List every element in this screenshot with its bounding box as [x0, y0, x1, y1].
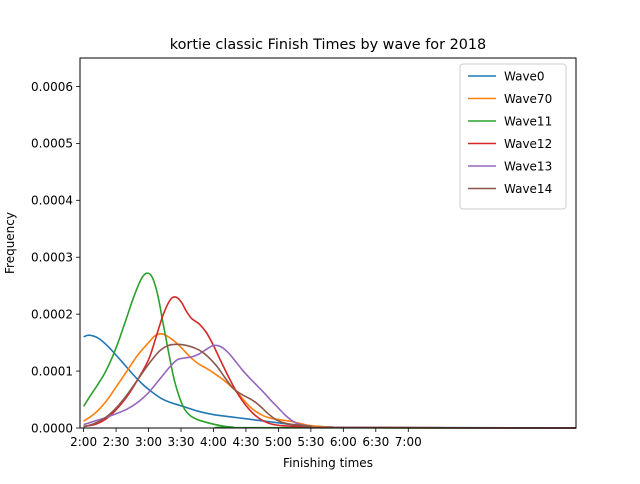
y-axis-ticks: 0.0000 0.0001 0.0002 0.0003 0.0004 0.0005 0.00… — [31, 80, 80, 435]
legend-label: Wave12 — [504, 137, 552, 151]
series-line-wave13 — [83, 344, 577, 429]
x-axis-label: Finishing times — [283, 456, 373, 470]
legend-label: Wave13 — [504, 159, 552, 173]
legend-box — [459, 63, 567, 210]
series-line-wave11 — [82, 272, 577, 429]
plot-frame — [79, 57, 577, 429]
y-tick-label: 0.0000 — [31, 421, 73, 435]
x-tick-label: 5:00 — [265, 435, 292, 449]
x-tick-label: 3:00 — [135, 435, 162, 449]
legend-label: Wave14 — [504, 182, 552, 196]
x-axis-ticks: 2:00 2:30 3:00 3:30 4:00 4:30 5:00 5:30 6:00 6:30… — [70, 428, 422, 449]
x-tick-label: 4:00 — [200, 435, 227, 449]
legend-label: Wave70 — [504, 92, 552, 106]
series-lines — [82, 272, 577, 429]
y-tick-label: 0.0005 — [31, 137, 73, 151]
x-tick-label: 6:00 — [330, 435, 357, 449]
legend-label: Wave11 — [504, 114, 552, 128]
legend-label: Wave0 — [504, 69, 545, 83]
y-axis-label: Frequency — [3, 212, 17, 274]
x-tick-label: 5:30 — [297, 435, 324, 449]
y-tick-label: 0.0001 — [31, 364, 73, 378]
legend: Wave0 Wave70 Wave11 Wave12 Wave13 Wave14 — [459, 63, 567, 210]
series-line-wave70 — [83, 333, 577, 429]
y-tick-label: 0.0002 — [31, 307, 73, 321]
y-tick-label: 0.0003 — [31, 251, 73, 265]
x-tick-label: 6:30 — [362, 435, 389, 449]
y-tick-label: 0.0006 — [31, 80, 73, 94]
chart-title: kortie classic Finish Times by wave for … — [170, 37, 486, 53]
x-tick-label: 2:30 — [103, 435, 130, 449]
x-tick-label: 7:00 — [395, 435, 422, 449]
x-tick-label: 3:30 — [168, 435, 195, 449]
series-line-wave14 — [83, 343, 577, 429]
x-tick-label: 2:00 — [70, 435, 97, 449]
x-tick-label: 4:30 — [232, 435, 259, 449]
y-tick-label: 0.0004 — [31, 194, 73, 208]
